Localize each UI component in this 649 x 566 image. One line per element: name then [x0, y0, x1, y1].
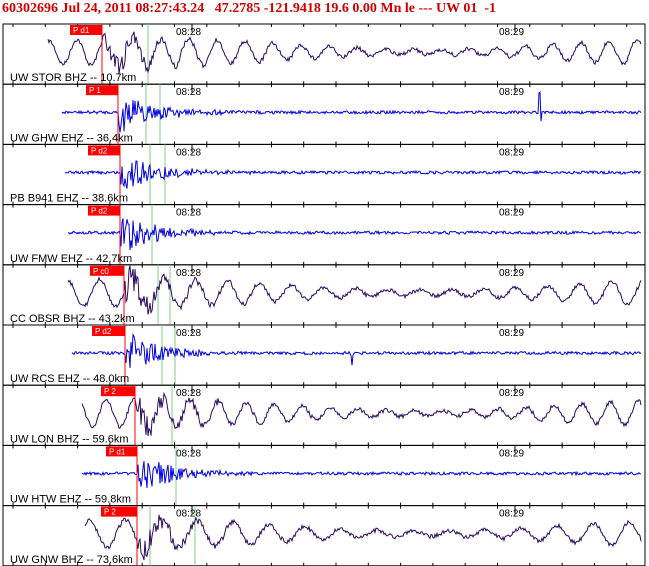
pick-label: P d1	[73, 26, 90, 35]
pick-label: P d2	[95, 327, 112, 336]
pick-box	[88, 145, 120, 156]
waveform	[81, 461, 642, 488]
station-label: UW LON BHZ -- 59.6km	[10, 433, 129, 445]
station-label: UW FMW EHZ -- 42.7km	[10, 253, 132, 265]
station-label: UW STOR BHZ -- 10.7km	[10, 72, 136, 84]
waveform	[47, 31, 642, 75]
waveform	[67, 218, 642, 251]
pick-box	[70, 25, 102, 35]
time-label: 08:29	[499, 509, 524, 520]
pick-label: P 2	[104, 508, 116, 517]
station-label: UW GNW BHZ -- 73.6km	[10, 554, 133, 566]
waveform	[84, 514, 642, 561]
pick-box	[101, 506, 137, 517]
station-label: PB B941 EHZ -- 38.6km	[10, 193, 128, 205]
time-label: 08:28	[176, 208, 201, 219]
pick-box	[90, 265, 124, 276]
time-label: 08:28	[176, 388, 201, 399]
waveform	[64, 160, 642, 189]
station-label: UW GHW EHZ -- 36.4km	[10, 132, 133, 144]
waveform	[61, 91, 642, 133]
time-label: 08:28	[176, 509, 201, 520]
pick-label: P d2	[91, 146, 108, 155]
pick-box	[101, 386, 135, 397]
time-label: 08:28	[176, 27, 201, 38]
time-label: 08:29	[499, 147, 524, 158]
time-label: 08:28	[176, 87, 201, 98]
station-label: UW RCS EHZ -- 48.0km	[10, 373, 129, 385]
time-label: 08:29	[499, 328, 524, 339]
pick-label: P d2	[91, 207, 108, 216]
time-label: 08:29	[499, 87, 524, 98]
time-label: 08:28	[176, 268, 201, 279]
event-header: 60302696 Jul 24, 2011 08:27:43.24 47.278…	[2, 1, 496, 16]
pick-label: P c0	[93, 267, 109, 276]
time-label: 08:29	[499, 388, 524, 399]
time-label: 08:29	[499, 27, 524, 38]
time-label: 08:28	[176, 147, 201, 158]
pick-label: P d1	[109, 447, 126, 456]
station-label: CC OBSR BHZ -- 43.2km	[10, 313, 135, 325]
time-label: 08:29	[499, 268, 524, 279]
station-label: UW HTW EHZ -- 59.8km	[10, 494, 131, 506]
time-label: 08:28	[176, 448, 201, 459]
pick-box	[86, 85, 118, 96]
pick-box	[88, 205, 120, 216]
time-label: 08:29	[499, 208, 524, 219]
pick-box	[106, 446, 137, 457]
time-label: 08:29	[499, 448, 524, 459]
waveform	[81, 391, 642, 436]
pick-label: P 2	[104, 387, 116, 396]
waveform	[71, 333, 642, 368]
waveform	[67, 265, 642, 315]
time-label: 08:28	[176, 328, 201, 339]
pick-box	[92, 326, 125, 336]
pick-label: P 1	[89, 86, 101, 95]
